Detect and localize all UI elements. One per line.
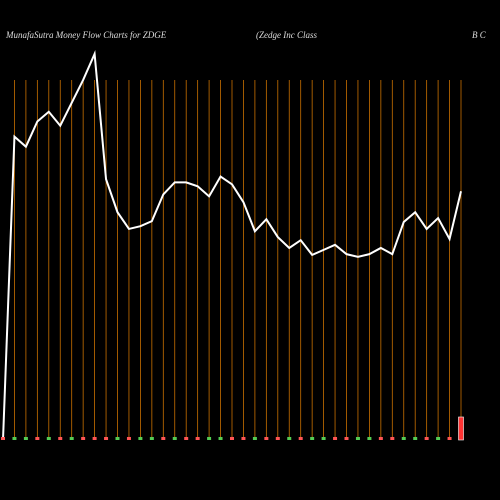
- bar: [69, 437, 74, 440]
- money-flow-line: [2, 49, 462, 441]
- bar: [252, 437, 257, 440]
- bar: [458, 416, 464, 441]
- chart-subtitle: (Zedge Inc Class: [256, 30, 317, 40]
- bar: [355, 437, 360, 440]
- bar: [436, 437, 441, 440]
- bar: [230, 437, 234, 440]
- bar: [12, 437, 17, 440]
- bar: [46, 437, 51, 440]
- bar: [161, 437, 166, 440]
- bar: [172, 437, 177, 440]
- bar: [413, 437, 418, 440]
- bar: [287, 437, 292, 440]
- bar: [1, 437, 5, 440]
- bar: [321, 437, 326, 440]
- bar: [241, 437, 246, 440]
- chart-title: MunafaSutra Money Flow Charts for ZDGE: [5, 30, 167, 40]
- bar: [367, 437, 372, 440]
- bar: [115, 437, 120, 440]
- bar: [390, 437, 395, 440]
- bar: [195, 437, 200, 440]
- bar: [310, 437, 315, 440]
- bar: [401, 437, 406, 440]
- bar: [424, 437, 429, 440]
- bar: [275, 437, 280, 440]
- chart-subtitle-end: B C: [472, 30, 487, 40]
- bar: [23, 437, 28, 440]
- bar: [35, 437, 40, 440]
- bar: [298, 437, 303, 440]
- bar: [218, 437, 223, 440]
- bar: [344, 437, 349, 440]
- bar: [378, 437, 383, 440]
- bar: [138, 437, 143, 440]
- bar: [126, 437, 131, 440]
- bar: [81, 437, 86, 440]
- bar: [207, 437, 212, 440]
- bar: [184, 437, 189, 440]
- bar: [149, 437, 154, 440]
- bar: [447, 437, 452, 440]
- bar: [264, 437, 269, 440]
- bar: [333, 437, 338, 440]
- bar: [58, 437, 63, 440]
- bar: [104, 437, 109, 440]
- bar: [92, 437, 97, 440]
